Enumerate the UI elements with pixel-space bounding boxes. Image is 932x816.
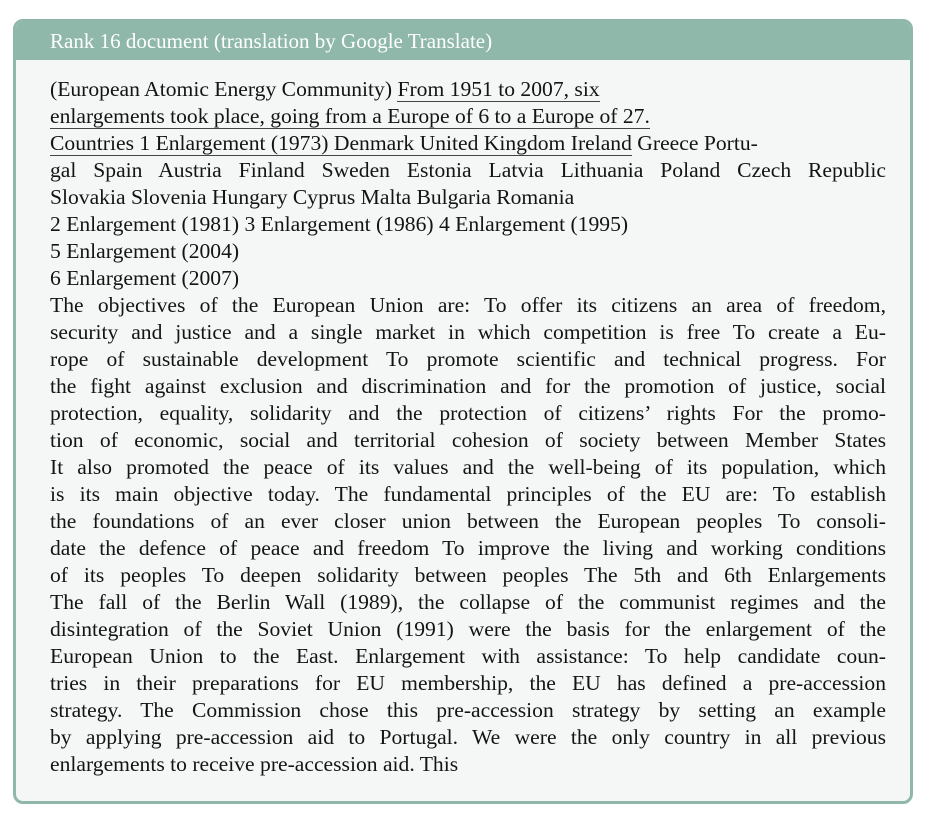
text-line: Countries 1 Enlargement (1973) Denmark U…	[50, 130, 886, 157]
text-line: date the defence of peace and freedom To…	[50, 536, 886, 560]
text-line: strategy. The Commission chose this pre-…	[50, 698, 886, 722]
text-line: 5 Enlargement (2004)	[50, 239, 240, 263]
text-line: The objectives of the European Union are…	[50, 293, 886, 317]
text-line: of its peoples To deepen solidarity betw…	[50, 563, 886, 587]
text-line: rope of sustainable development To promo…	[50, 347, 886, 371]
text-line: security and justice and a single market…	[50, 320, 886, 344]
text-line: 6 Enlargement (2007)	[50, 266, 240, 290]
text-line: tries in their preparations for EU membe…	[50, 671, 886, 695]
text-line: enlargements to receive pre-accession ai…	[50, 752, 459, 776]
document-text: (European Atomic Energy Community) From …	[16, 60, 910, 778]
text-segment: Greece Portu-	[631, 131, 758, 155]
text-line: disintegration of the Soviet Union (1991…	[50, 617, 886, 641]
text-line: gal Spain Austria Finland Sweden Estonia…	[50, 158, 886, 182]
text-line: enlargements took place, going from a Eu…	[50, 103, 886, 130]
text-segment: (European Atomic Energy Community)	[50, 77, 398, 101]
highlighted-segment: Countries 1 Enlargement (1973) Denmark U…	[50, 131, 632, 156]
text-line: protection, equality, solidarity and the…	[50, 401, 886, 425]
box-title: Rank 16 document (translation by Google …	[16, 22, 910, 60]
text-line: 2 Enlargement (1981) 3 Enlargement (1986…	[50, 212, 629, 236]
highlighted-segment: From 1951 to 2007, six	[397, 77, 600, 102]
text-line: by applying pre-accession aid to Portuga…	[50, 725, 886, 749]
text-line: (European Atomic Energy Community) From …	[50, 76, 886, 103]
text-line: The fall of the Berlin Wall (1989), the …	[50, 590, 886, 614]
text-line: tion of economic, social and territorial…	[50, 428, 886, 452]
text-line: the foundations of an ever closer union …	[50, 509, 886, 533]
text-line: European Union to the East. Enlargement …	[50, 644, 886, 668]
text-line: is its main objective today. The fundame…	[50, 482, 886, 506]
document-box: Rank 16 document (translation by Google …	[13, 19, 913, 804]
highlighted-segment: enlargements took place, going from a Eu…	[50, 104, 650, 129]
text-line: the fight against exclusion and discrimi…	[50, 374, 886, 398]
text-line: It also promoted the peace of its values…	[50, 455, 886, 479]
text-line: Slovakia Slovenia Hungary Cyprus Malta B…	[50, 185, 575, 209]
